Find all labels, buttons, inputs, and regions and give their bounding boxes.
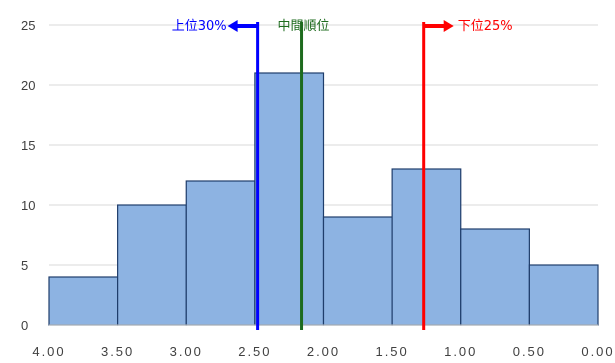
x-tick-label: 1.00 [444, 344, 477, 359]
marker-label: 上位30% [172, 19, 227, 34]
x-tick-label: 2.00 [307, 344, 340, 359]
marker-label: 下位25% [458, 19, 513, 34]
histogram-bars [48, 72, 599, 326]
y-tick-label: 25 [21, 18, 35, 33]
marker-label: 中間順位 [278, 19, 330, 34]
histogram-bar [254, 72, 325, 326]
histogram-bar [322, 216, 393, 326]
y-tick-labels: 0 5 10 15 20 25 [21, 18, 35, 333]
x-tick-label: 1.50 [375, 344, 408, 359]
histogram-bar [185, 180, 256, 326]
x-tick-labels: 4.00 3.50 3.00 2.50 2.00 1.50 1.00 0.50 0.00 [32, 344, 614, 359]
x-tick-label: 3.00 [170, 344, 203, 359]
histogram-bar [528, 264, 599, 326]
x-tick-label: 0.00 [581, 344, 614, 359]
histogram-bar [391, 168, 462, 326]
histogram-bar [460, 228, 530, 326]
y-tick-label: 0 [21, 318, 28, 333]
marker-lines: 上位30% 中間順位 下位25% [172, 19, 513, 330]
x-tick-label: 2.50 [238, 344, 271, 359]
x-tick-label: 0.50 [513, 344, 546, 359]
x-tick-label: 4.00 [32, 344, 65, 359]
marker-arrow-head [227, 20, 238, 32]
y-tick-label: 15 [21, 138, 35, 153]
y-tick-label: 5 [21, 258, 28, 273]
y-tick-label: 10 [21, 198, 35, 213]
histogram-bar [117, 204, 187, 326]
marker-arrow-head [443, 20, 454, 32]
x-tick-label: 3.50 [101, 344, 134, 359]
histogram-bar [48, 276, 119, 326]
y-tick-label: 20 [21, 78, 35, 93]
